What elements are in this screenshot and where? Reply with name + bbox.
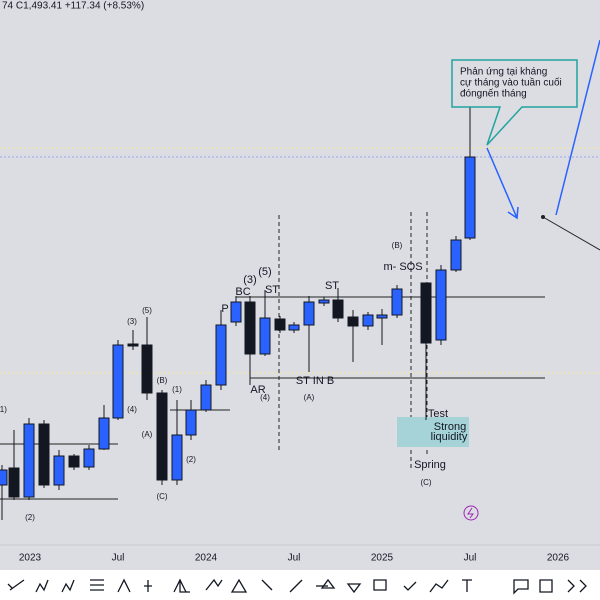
candle-body [53, 455, 65, 486]
annotation: (3) [243, 274, 256, 286]
candle-body [38, 423, 50, 486]
candle-body [83, 448, 95, 468]
candle-body [259, 317, 271, 355]
annotation: (B) [157, 376, 168, 385]
candles [0, 100, 476, 520]
candle-body [318, 299, 330, 304]
annotation: BC [235, 286, 250, 298]
annotation: (A) [304, 393, 315, 402]
tool-icon[interactable] [320, 578, 336, 589]
tool-icon[interactable] [117, 578, 131, 593]
annotation: (C) [156, 492, 167, 501]
time-label: 2023 [19, 553, 42, 564]
tool-icon[interactable] [462, 579, 472, 592]
anchor-dot [541, 215, 545, 219]
annotation: (2) [25, 513, 35, 522]
annotation: liquidity [431, 431, 468, 443]
tool-icon[interactable] [289, 579, 303, 593]
candle-body [127, 343, 139, 347]
callout-text: Phản ứng tại kháng [460, 67, 547, 78]
annotation: (4) [127, 405, 137, 414]
tool-icon[interactable] [144, 580, 152, 592]
candle-body [230, 301, 242, 323]
callout-text: đóngnến tháng [460, 88, 527, 100]
arrows [486, 39, 600, 220]
candle-body [420, 282, 432, 344]
annotation: m- SOS [383, 261, 422, 273]
candle-body [376, 314, 388, 319]
tool-icon[interactable] [205, 578, 223, 591]
time-label: Jul [464, 553, 477, 564]
tool-icon[interactable] [567, 579, 587, 593]
annotation: (5) [258, 266, 271, 278]
candle-body [464, 156, 476, 239]
candle-body [288, 324, 300, 331]
tool-icon[interactable] [513, 579, 529, 595]
tool-icon[interactable] [429, 579, 449, 593]
candle-body [8, 467, 20, 498]
annotation: (B) [392, 241, 403, 250]
candle-body [98, 417, 110, 450]
annotation: Strong [434, 421, 466, 433]
annotation: (1) [0, 405, 7, 414]
candle-body [435, 269, 447, 341]
candle-body [141, 344, 153, 394]
time-label: 2024 [195, 553, 218, 564]
tool-icon[interactable] [35, 579, 49, 593]
candle-body [303, 301, 315, 326]
tool-icon[interactable] [7, 579, 25, 591]
tool-icon[interactable] [61, 579, 75, 593]
candle-body [156, 392, 168, 481]
candle-body [23, 423, 35, 498]
liquidity-zone [397, 417, 469, 447]
candle-body [347, 316, 359, 327]
candle-body [68, 455, 80, 468]
candle-body [244, 301, 256, 355]
annotation: (5) [142, 306, 152, 315]
annotation: (C) [420, 478, 431, 487]
candle-body [362, 314, 374, 327]
annotation: (A) [142, 430, 153, 439]
candle-body [332, 299, 344, 319]
tool-icon[interactable] [261, 579, 273, 591]
tool-icon[interactable] [90, 579, 104, 591]
candle-body [185, 409, 197, 436]
quote-header: 74 C1,493.41 +117.34 (+8.53%) [2, 1, 144, 12]
annotation: Spring [414, 459, 446, 471]
tool-icon[interactable] [346, 583, 362, 594]
candle-body [391, 288, 403, 316]
replay-bolt [467, 507, 474, 519]
tool-icon[interactable] [403, 581, 417, 591]
annotation: Test [428, 408, 448, 420]
candle-body [215, 324, 227, 386]
candle-body [450, 239, 462, 271]
tool-icon[interactable] [539, 579, 553, 593]
candle-body [112, 344, 124, 419]
annotation: ST [325, 280, 339, 292]
callout-box [451, 59, 578, 146]
tool-icon[interactable] [179, 580, 190, 593]
annotation: AR [250, 384, 265, 396]
annotation: P [221, 303, 228, 315]
candle-body [274, 318, 286, 331]
replay-icon[interactable] [463, 505, 479, 521]
tool-icon[interactable] [373, 579, 387, 591]
annotation: ST IN B [296, 375, 334, 387]
annotation: (1) [172, 385, 182, 394]
trend-lines [0, 216, 600, 500]
tool-icon[interactable] [230, 578, 248, 593]
annotation: (2) [186, 455, 196, 464]
time-label: Jul [288, 553, 301, 564]
annotation: ST [265, 284, 279, 296]
candle-body [0, 469, 8, 486]
callout-text: cự tháng vào tuần cuối [460, 77, 562, 89]
candle-body [171, 434, 183, 481]
time-label: 2025 [371, 553, 394, 564]
time-label: 2026 [547, 553, 570, 564]
candle-body [200, 384, 212, 411]
annotation: (4) [260, 393, 270, 402]
annotation: (3) [127, 317, 137, 326]
time-label: Jul [112, 553, 125, 564]
